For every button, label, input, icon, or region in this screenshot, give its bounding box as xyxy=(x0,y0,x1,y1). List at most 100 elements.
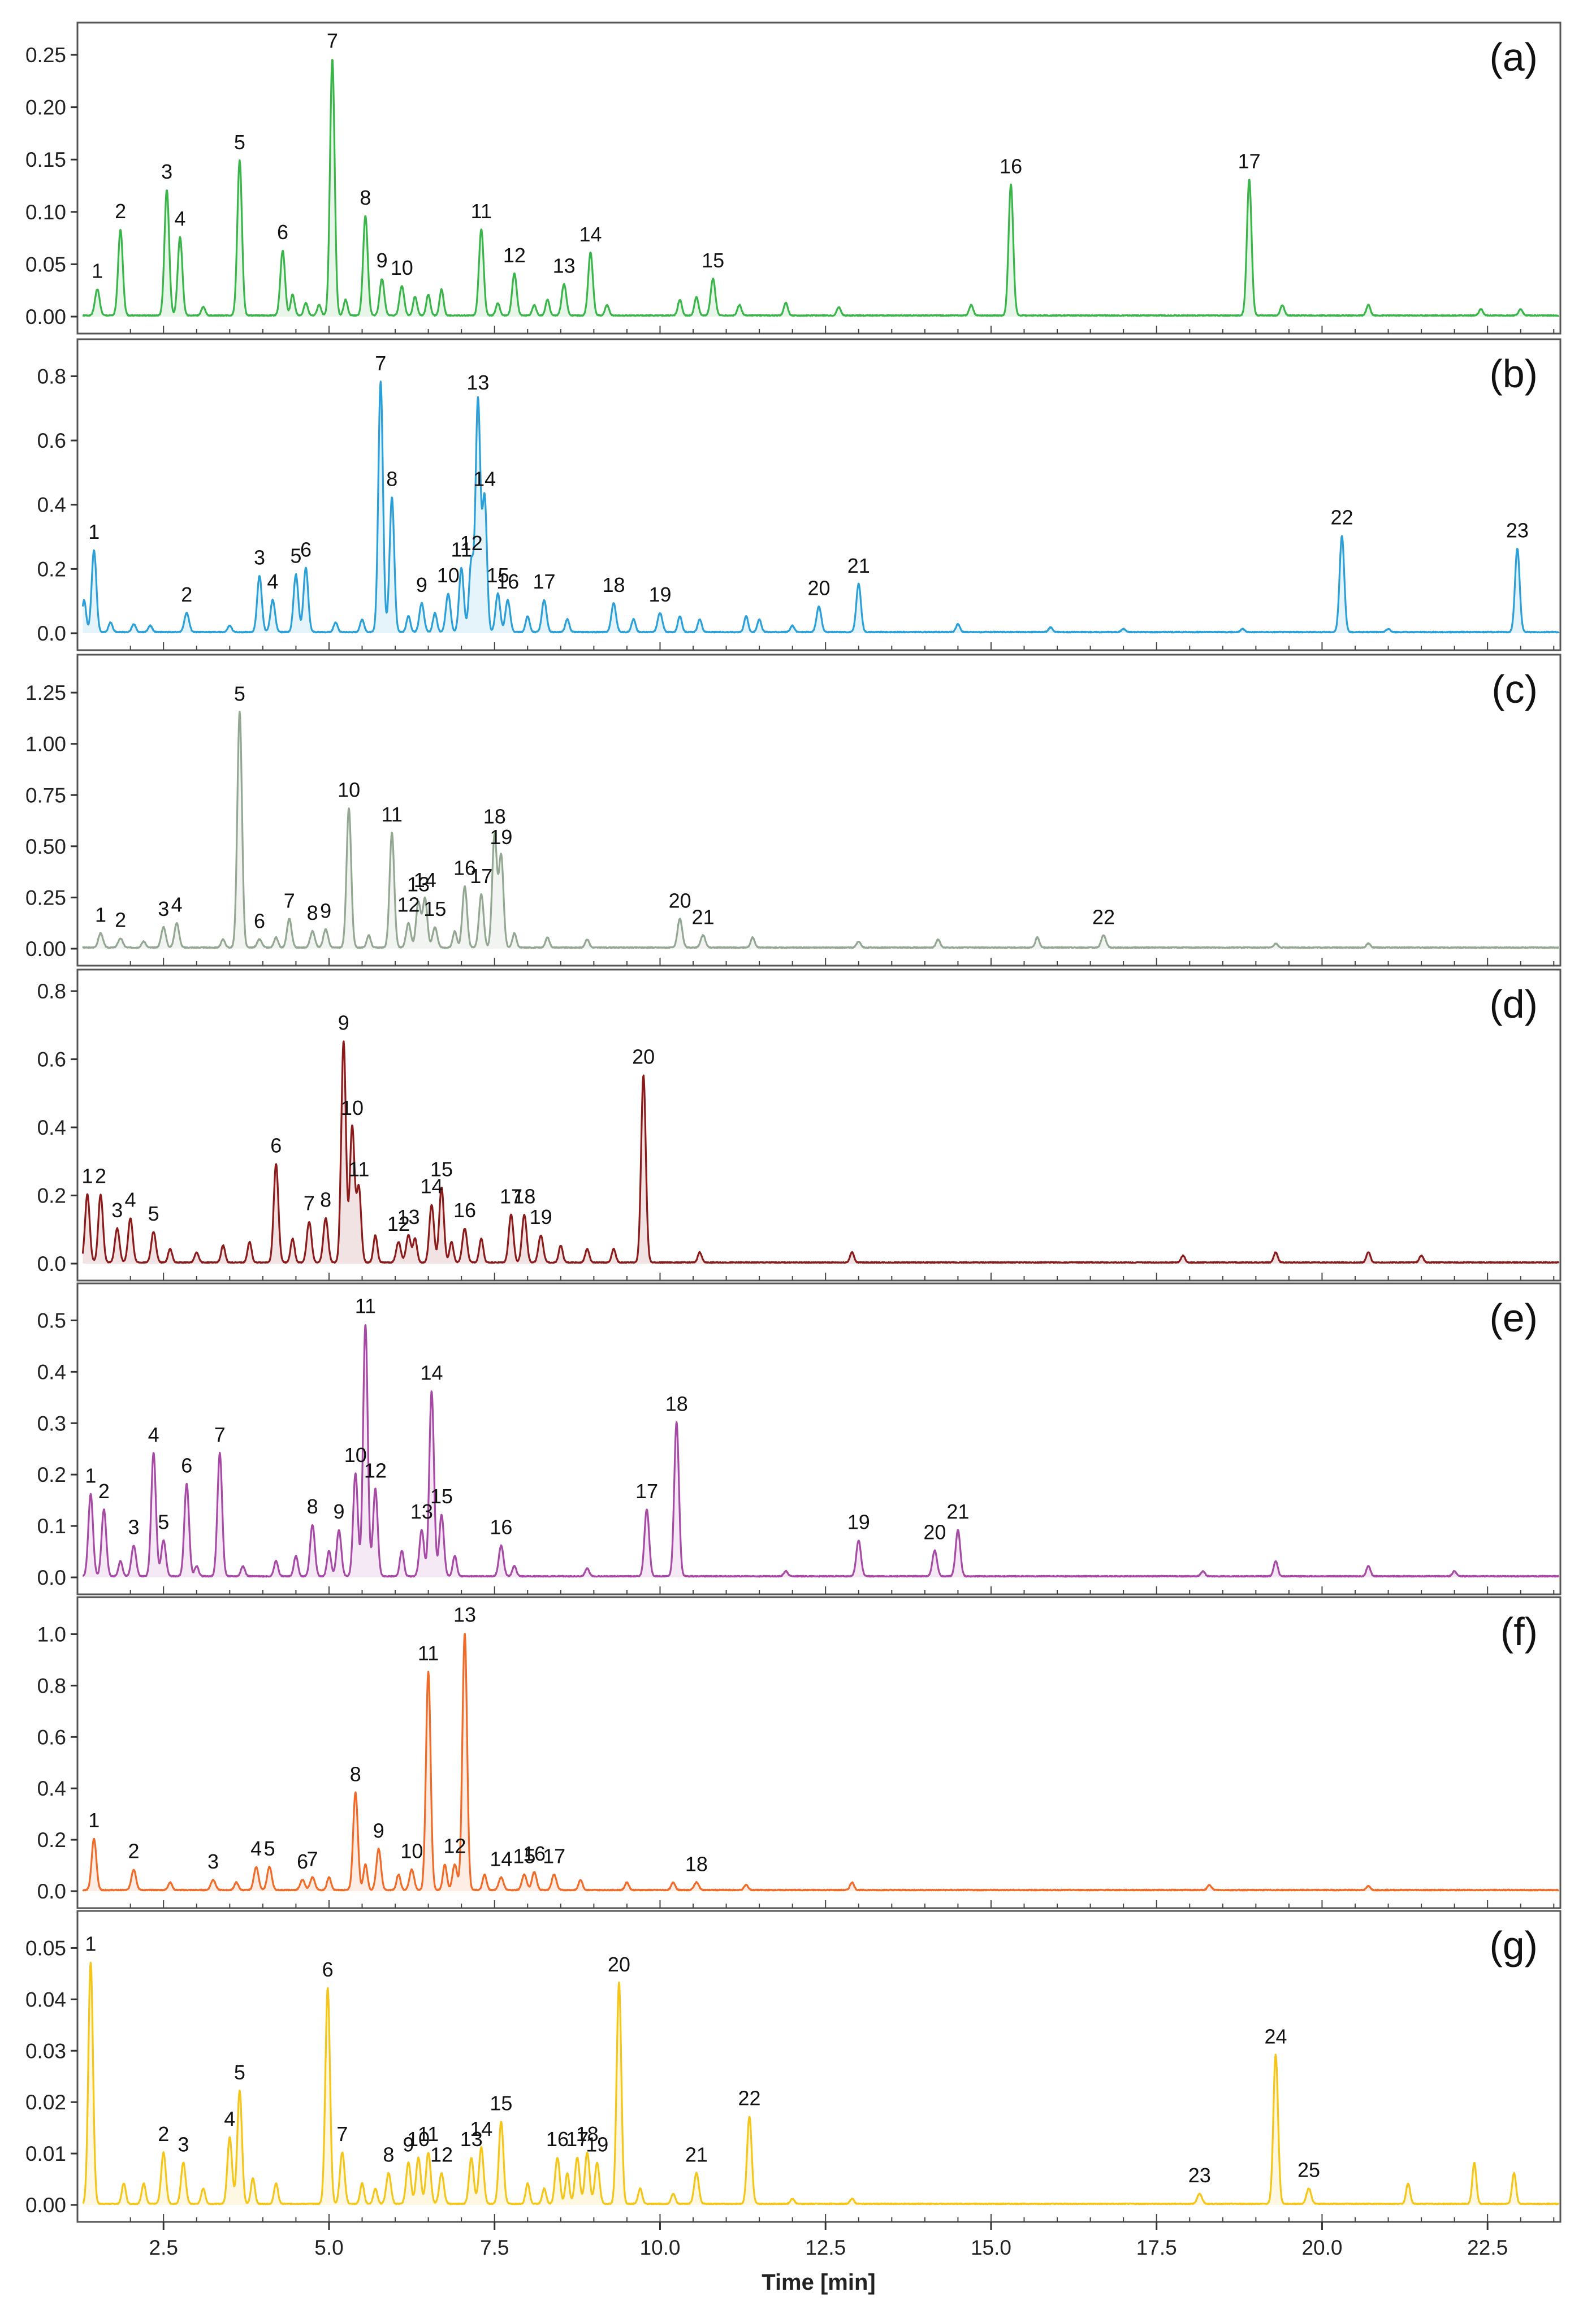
peak-label-1: 1 xyxy=(88,1809,100,1832)
panel-letter: (d) xyxy=(1489,982,1538,1026)
peak-label-8: 8 xyxy=(307,901,318,924)
peak-label-18: 18 xyxy=(576,2122,599,2146)
signal-trace xyxy=(82,1961,1560,2205)
peak-label-3: 3 xyxy=(161,160,172,183)
panel-letter: (a) xyxy=(1489,35,1538,79)
peak-label-12: 12 xyxy=(387,1212,410,1235)
peak-label-6: 6 xyxy=(297,1850,308,1873)
peak-label-15: 15 xyxy=(423,897,446,920)
peak-label-4: 4 xyxy=(148,1423,159,1446)
peak-label-2: 2 xyxy=(98,1480,110,1503)
peak-label-10: 10 xyxy=(437,564,460,587)
peak-label-18: 18 xyxy=(602,573,625,596)
peak-label-12: 12 xyxy=(443,1835,466,1858)
y-tick-label: 0.75 xyxy=(25,784,66,807)
peak-label-10: 10 xyxy=(400,1840,423,1863)
peak-label-1: 1 xyxy=(95,903,106,927)
peak-label-4: 4 xyxy=(171,893,183,916)
peak-label-12: 12 xyxy=(460,531,483,555)
peak-label-3: 3 xyxy=(158,897,169,920)
peak-label-6: 6 xyxy=(181,1454,192,1477)
y-tick-label: 0.4 xyxy=(37,1360,66,1383)
peak-label-22: 22 xyxy=(1092,905,1115,928)
peak-label-6: 6 xyxy=(254,910,265,933)
peak-label-10: 10 xyxy=(391,256,413,279)
peak-label-15: 15 xyxy=(490,2092,512,2115)
y-tick-label: 0.2 xyxy=(37,1463,66,1486)
peak-label-11: 11 xyxy=(418,2122,439,2146)
peak-label-16: 16 xyxy=(453,856,476,879)
peak-label-2: 2 xyxy=(128,1840,140,1863)
peak-label-5: 5 xyxy=(234,682,245,705)
peak-label-7: 7 xyxy=(327,29,338,52)
y-tick-label: 0.6 xyxy=(37,1048,66,1071)
peak-label-4: 4 xyxy=(250,1837,262,1860)
y-tick-label: 0.0 xyxy=(37,622,66,645)
peak-label-14: 14 xyxy=(414,868,436,892)
y-tick-label: 0.15 xyxy=(25,148,66,171)
peak-label-8: 8 xyxy=(320,1188,331,1212)
peak-label-14: 14 xyxy=(470,2117,492,2140)
x-tick-label: 12.5 xyxy=(805,2236,846,2259)
peak-label-18: 18 xyxy=(685,1852,708,1875)
peak-label-19: 19 xyxy=(490,825,512,849)
peak-label-6: 6 xyxy=(300,538,312,561)
peak-label-9: 9 xyxy=(416,573,427,596)
peak-label-11: 11 xyxy=(355,1295,376,1318)
peak-label-14: 14 xyxy=(420,1175,443,1198)
peak-label-13: 13 xyxy=(453,1603,476,1626)
peak-label-20: 20 xyxy=(807,577,830,600)
peak-label-13: 13 xyxy=(553,254,576,277)
peak-label-7: 7 xyxy=(307,1847,318,1870)
panel-letter: (g) xyxy=(1489,1923,1538,1967)
y-tick-label: 0.01 xyxy=(25,2142,66,2165)
y-tick-label: 1.00 xyxy=(25,733,66,756)
peak-label-15: 15 xyxy=(513,1845,535,1868)
signal-area xyxy=(83,1962,1559,2205)
peak-label-2: 2 xyxy=(158,2122,169,2146)
peak-label-10: 10 xyxy=(344,1443,367,1467)
peak-label-2: 2 xyxy=(115,200,126,223)
peak-label-18: 18 xyxy=(665,1392,688,1415)
y-tick-label: 0.02 xyxy=(25,2091,66,2114)
peak-label-8: 8 xyxy=(360,186,371,209)
signal-trace xyxy=(82,711,1560,949)
peak-label-3: 3 xyxy=(128,1515,140,1538)
peak-label-13: 13 xyxy=(460,2127,483,2151)
peak-label-4: 4 xyxy=(224,2107,235,2130)
peak-label-17: 17 xyxy=(635,1480,658,1503)
peak-label-21: 21 xyxy=(685,2143,708,2166)
peak-label-11: 11 xyxy=(451,538,472,561)
y-tick-label: 0.00 xyxy=(25,937,66,961)
peak-label-23: 23 xyxy=(1188,2164,1211,2187)
peak-label-6: 6 xyxy=(270,1134,282,1157)
peak-label-3: 3 xyxy=(111,1199,123,1222)
x-tick-label: 15.0 xyxy=(971,2236,1011,2259)
y-tick-label: 0.8 xyxy=(37,1674,66,1697)
panel-frame xyxy=(76,1282,1562,1595)
panel-letter: (b) xyxy=(1489,352,1538,396)
y-tick-label: 0.6 xyxy=(37,1725,66,1749)
peak-label-16: 16 xyxy=(490,1515,512,1538)
peak-label-13: 13 xyxy=(407,872,430,896)
peak-label-11: 11 xyxy=(471,200,492,223)
panel-frame xyxy=(76,338,1562,651)
y-tick-label: 0.25 xyxy=(25,886,66,909)
peak-label-17: 17 xyxy=(543,1845,565,1868)
peak-label-9: 9 xyxy=(320,899,331,922)
peak-label-11: 11 xyxy=(348,1157,369,1180)
y-tick-label: 0.10 xyxy=(25,201,66,224)
peak-label-6: 6 xyxy=(277,220,288,244)
y-tick-label: 0.4 xyxy=(37,1777,66,1800)
peak-label-9: 9 xyxy=(403,2133,414,2156)
